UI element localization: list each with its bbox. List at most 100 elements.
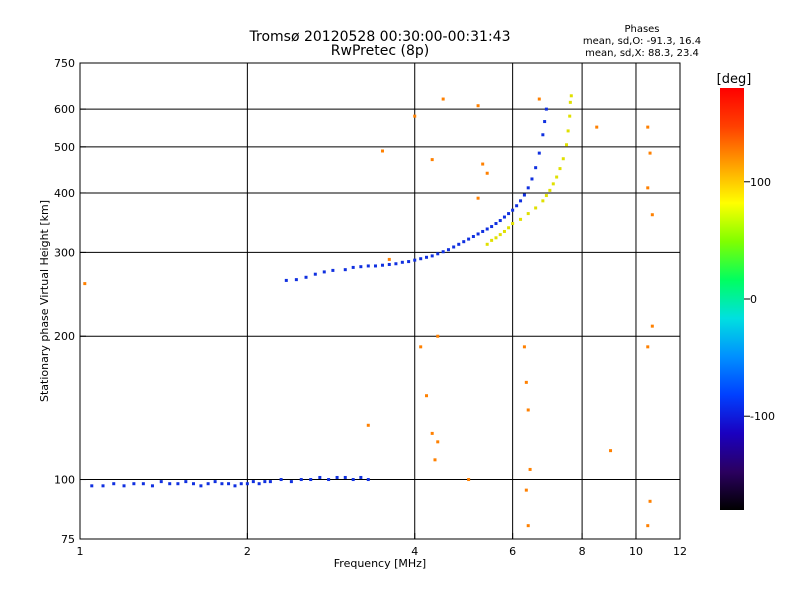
data-point [534, 206, 538, 210]
data-point [526, 212, 530, 216]
colorbar-label: [deg] [717, 72, 752, 87]
data-point [430, 431, 434, 435]
colorbar-tick-label: -100 [750, 410, 775, 423]
data-point [530, 177, 534, 181]
data-point [485, 227, 489, 231]
data-point [425, 394, 429, 398]
data-point [191, 482, 195, 486]
data-point [366, 264, 370, 268]
data-point [304, 275, 308, 279]
data-point [561, 157, 565, 161]
data-point [544, 107, 548, 111]
data-point [220, 482, 224, 486]
data-point [327, 478, 331, 482]
data-point [441, 250, 445, 254]
data-point [526, 524, 530, 528]
x-tick-label: 4 [411, 545, 418, 558]
x-tick-label: 12 [673, 545, 687, 558]
data-point [359, 265, 363, 269]
data-point [132, 482, 136, 486]
data-point [150, 484, 154, 488]
data-point [537, 97, 541, 101]
data-point [446, 248, 450, 252]
x-tick-label: 1 [77, 545, 84, 558]
data-point [498, 233, 502, 237]
data-point [425, 255, 429, 259]
x-tick-label: 2 [244, 545, 251, 558]
data-point [299, 478, 303, 482]
data-point [279, 478, 283, 482]
data-point [159, 480, 163, 484]
colorbar-ticks: 100 0 -100 [744, 176, 775, 423]
chart-title: Tromsø 20120528 00:30:00-00:31:43 [249, 29, 511, 45]
data-point [101, 484, 105, 488]
data-point [112, 482, 116, 486]
data-point [407, 260, 411, 264]
data-point [294, 278, 298, 282]
data-point [471, 235, 475, 239]
phase-stat-o: mean, sd,O: -91.3, 16.4 [583, 36, 701, 47]
data-point [526, 186, 530, 190]
data-point [430, 254, 434, 258]
data-point [522, 193, 526, 197]
data-point [436, 334, 440, 338]
colorbar [720, 88, 744, 510]
data-point [331, 268, 335, 272]
data-point [176, 482, 180, 486]
phase-stat-x: mean, sd,X: 88.3, 23.4 [585, 48, 699, 59]
plot-frame [79, 62, 681, 540]
data-point [184, 480, 188, 484]
data-point [251, 480, 255, 484]
data-point [318, 475, 322, 479]
data-point [199, 484, 203, 488]
y-tick-label: 500 [54, 141, 75, 154]
data-point [544, 194, 548, 198]
data-point [476, 104, 480, 108]
y-tick-label: 300 [54, 246, 75, 259]
data-point [245, 482, 249, 486]
data-point [387, 257, 391, 261]
data-point [494, 236, 498, 240]
data-point [646, 524, 650, 528]
data-point [519, 199, 523, 203]
chart-subtitle: RwPretec (8p) [331, 43, 429, 59]
data-point [239, 482, 243, 486]
x-tick-label: 10 [629, 545, 643, 558]
x-tick-labels: 1 2 4 6 8 10 12 [77, 533, 687, 558]
data-point [609, 449, 613, 453]
data-point [387, 262, 391, 266]
x-tick-label: 6 [509, 545, 516, 558]
data-point [90, 484, 94, 488]
data-point [568, 114, 572, 118]
data-point [268, 480, 272, 484]
data-point [343, 268, 347, 272]
data-point [507, 226, 511, 230]
data-point [436, 252, 440, 256]
data-point [467, 237, 471, 241]
data-point [541, 199, 545, 203]
data-point [400, 260, 404, 264]
data-point [430, 158, 434, 162]
data-point [555, 175, 559, 179]
data-point [457, 242, 461, 246]
data-point [313, 272, 317, 276]
data-point [481, 229, 485, 233]
data-point [206, 482, 210, 486]
data-point [498, 219, 502, 223]
data-point [568, 100, 572, 104]
data-point [541, 133, 545, 137]
data-point [373, 264, 377, 268]
data-point [526, 408, 530, 412]
data-point [343, 475, 347, 479]
data-point [462, 240, 466, 244]
data-point [565, 143, 569, 147]
data-point [467, 478, 471, 482]
x-tick-label: 8 [579, 545, 586, 558]
grid-lines [80, 63, 680, 539]
data-point [380, 263, 384, 267]
data-point [413, 114, 417, 118]
data-point [524, 380, 528, 384]
data-point [569, 94, 573, 98]
data-point [284, 278, 288, 282]
data-point [595, 125, 599, 129]
